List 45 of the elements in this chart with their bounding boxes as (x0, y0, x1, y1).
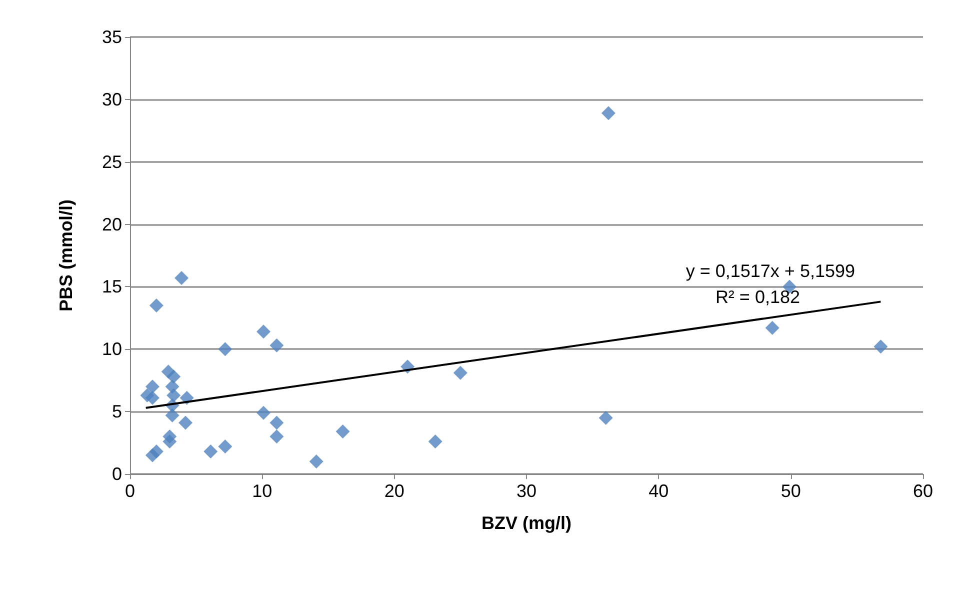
x-axis-title: BZV (mg/l) (482, 513, 572, 533)
point (453, 366, 468, 380)
y-tick-label: 15 (102, 276, 122, 297)
point (765, 320, 780, 335)
point (204, 444, 218, 459)
point (145, 380, 160, 394)
point (256, 324, 270, 339)
x-tick-label: 30 (516, 481, 537, 501)
point (166, 370, 181, 384)
point (598, 410, 613, 425)
point (256, 406, 270, 420)
point (309, 454, 324, 469)
point (874, 340, 888, 354)
point (149, 298, 164, 312)
point (174, 270, 189, 285)
y-tick-label: 30 (102, 89, 122, 110)
point (336, 424, 350, 439)
x-tick-label: 50 (780, 481, 801, 501)
x-tick-label: 10 (252, 481, 272, 501)
point (270, 430, 284, 444)
y-tick-label: 20 (102, 214, 122, 234)
x-tick-label: 60 (912, 481, 934, 501)
y-tick-label: 5 (112, 402, 122, 422)
point (162, 434, 177, 449)
x-tick-label: 40 (648, 481, 669, 501)
point (218, 342, 232, 356)
y-tick-label: 35 (102, 27, 122, 47)
point (601, 106, 616, 120)
point (149, 444, 164, 459)
y-tick-label: 0 (112, 464, 122, 484)
point (270, 416, 284, 430)
point (145, 390, 160, 405)
annotation: R² = 0,182 (715, 287, 800, 307)
x-tick-label: 20 (384, 481, 404, 501)
annotation: y = 0,1517x + 5,1599 (686, 261, 855, 281)
y-tick-label: 10 (102, 339, 122, 360)
y-tick-label: 25 (102, 152, 122, 172)
point (270, 338, 284, 352)
point (166, 388, 181, 402)
point (178, 416, 193, 430)
point (428, 434, 442, 449)
point (218, 440, 232, 454)
point (165, 408, 180, 422)
x-tick-label: 0 (124, 481, 136, 501)
y-axis-title: PBS (mmol/l) (56, 199, 76, 312)
